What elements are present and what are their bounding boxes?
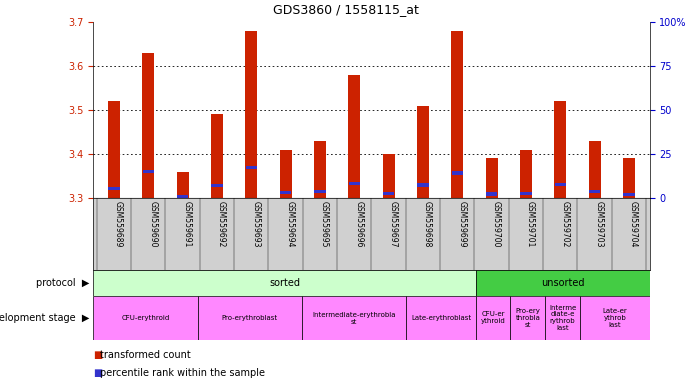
Bar bbox=[108, 101, 120, 198]
Bar bbox=[108, 187, 120, 190]
Bar bbox=[475, 270, 650, 296]
Text: GSM559704: GSM559704 bbox=[629, 201, 638, 247]
Text: GSM559700: GSM559700 bbox=[491, 201, 500, 247]
Bar bbox=[348, 182, 360, 185]
Text: GSM559695: GSM559695 bbox=[320, 201, 329, 247]
Text: transformed count: transformed count bbox=[100, 350, 191, 361]
Text: GSM559689: GSM559689 bbox=[114, 201, 123, 247]
Bar bbox=[245, 166, 257, 169]
Bar bbox=[93, 270, 475, 296]
Text: GSM559697: GSM559697 bbox=[388, 201, 397, 247]
Bar bbox=[177, 172, 189, 198]
Text: Interme
diate-e
rythrob
last: Interme diate-e rythrob last bbox=[549, 305, 576, 331]
Bar bbox=[302, 296, 406, 340]
Bar bbox=[451, 171, 463, 174]
Bar bbox=[417, 106, 429, 198]
Text: Pro-ery
throbla
st: Pro-ery throbla st bbox=[515, 308, 540, 328]
Bar bbox=[383, 192, 395, 195]
Text: Late-erythroblast: Late-erythroblast bbox=[411, 315, 471, 321]
Bar bbox=[211, 184, 223, 187]
Bar bbox=[511, 296, 545, 340]
Text: GSM559701: GSM559701 bbox=[526, 201, 535, 247]
Bar bbox=[589, 190, 600, 193]
Bar bbox=[475, 296, 511, 340]
Bar bbox=[142, 170, 154, 174]
Bar bbox=[280, 190, 292, 194]
Bar bbox=[580, 296, 650, 340]
Text: Late-er
ythrob
last: Late-er ythrob last bbox=[603, 308, 627, 328]
Bar bbox=[198, 296, 302, 340]
Bar bbox=[486, 158, 498, 198]
Text: GSM559696: GSM559696 bbox=[354, 201, 363, 247]
Bar bbox=[589, 141, 600, 198]
Bar bbox=[623, 193, 634, 196]
Text: CFU-er
ythroid: CFU-er ythroid bbox=[481, 311, 506, 324]
Bar bbox=[280, 150, 292, 198]
Bar bbox=[93, 296, 198, 340]
Text: GSM559698: GSM559698 bbox=[423, 201, 432, 247]
Bar bbox=[417, 184, 428, 187]
Bar bbox=[545, 296, 580, 340]
Bar bbox=[555, 183, 566, 186]
Bar bbox=[314, 141, 326, 198]
Bar bbox=[554, 101, 566, 198]
Text: GDS3860 / 1558115_at: GDS3860 / 1558115_at bbox=[272, 3, 419, 17]
Text: GSM559692: GSM559692 bbox=[217, 201, 226, 247]
Bar bbox=[520, 150, 532, 198]
Text: Intermediate-erythrobla
st: Intermediate-erythrobla st bbox=[312, 311, 396, 324]
Text: protocol  ▶: protocol ▶ bbox=[37, 278, 90, 288]
Text: Pro-erythroblast: Pro-erythroblast bbox=[222, 315, 278, 321]
Text: CFU-erythroid: CFU-erythroid bbox=[122, 315, 169, 321]
Text: GSM559702: GSM559702 bbox=[560, 201, 569, 247]
Text: GSM559703: GSM559703 bbox=[594, 201, 604, 247]
Text: GSM559691: GSM559691 bbox=[182, 201, 191, 247]
Bar bbox=[406, 296, 475, 340]
Bar bbox=[177, 195, 188, 198]
Text: sorted: sorted bbox=[269, 278, 300, 288]
Text: GSM559694: GSM559694 bbox=[285, 201, 294, 247]
Text: ■: ■ bbox=[93, 350, 102, 361]
Bar bbox=[623, 158, 635, 198]
Text: GSM559690: GSM559690 bbox=[149, 201, 158, 247]
Bar bbox=[451, 31, 463, 198]
Text: unsorted: unsorted bbox=[541, 278, 585, 288]
Text: GSM559699: GSM559699 bbox=[457, 201, 466, 247]
Bar bbox=[383, 154, 395, 198]
Bar bbox=[486, 192, 498, 195]
Text: percentile rank within the sample: percentile rank within the sample bbox=[100, 368, 265, 378]
Text: GSM559693: GSM559693 bbox=[252, 201, 261, 247]
Bar bbox=[142, 53, 154, 198]
Bar bbox=[348, 75, 360, 198]
Bar bbox=[520, 192, 531, 195]
Bar bbox=[211, 114, 223, 198]
Bar bbox=[314, 190, 325, 193]
Text: ■: ■ bbox=[93, 368, 102, 378]
Bar bbox=[245, 31, 257, 198]
Text: development stage  ▶: development stage ▶ bbox=[0, 313, 90, 323]
